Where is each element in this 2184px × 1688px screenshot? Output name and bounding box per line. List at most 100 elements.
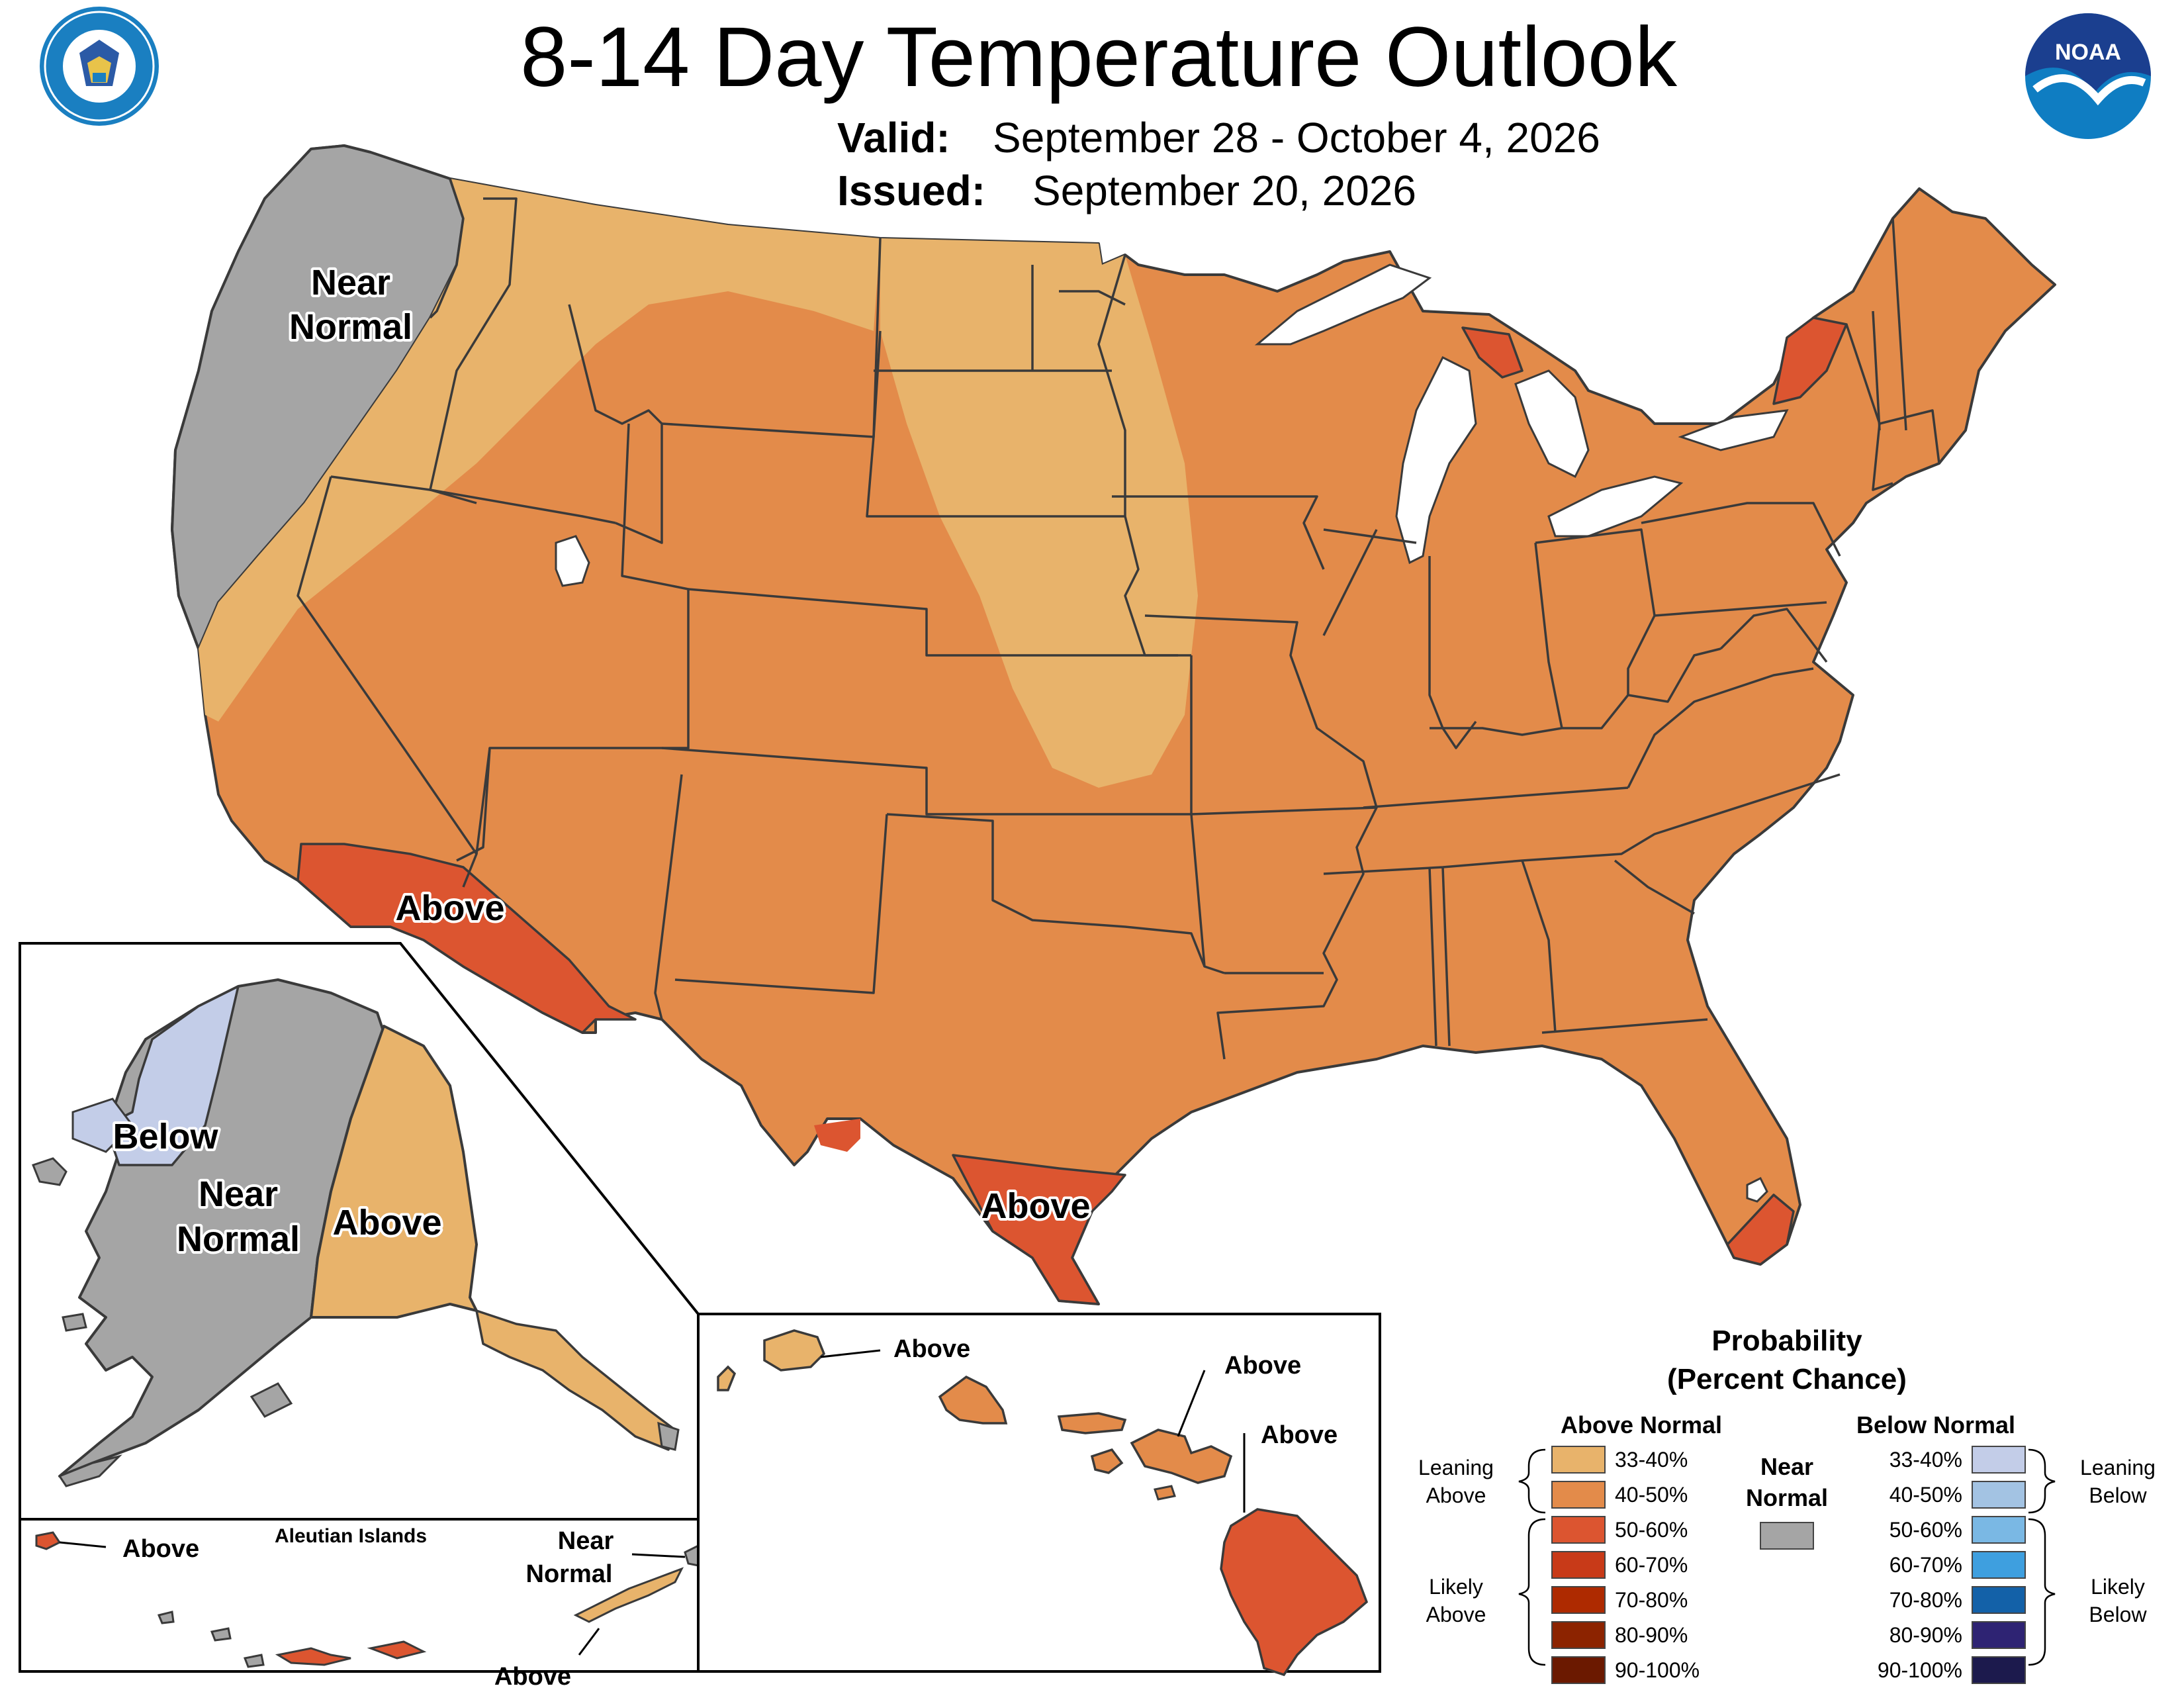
legend-above-swatch-3 bbox=[1551, 1551, 1606, 1579]
legend-above-swatch-4 bbox=[1551, 1586, 1606, 1614]
conus-map bbox=[171, 144, 2056, 1305]
alaska-below-region-west bbox=[71, 1098, 134, 1153]
legend-below-label-4: 70-80% bbox=[1889, 1588, 1962, 1612]
legend-below-swatch-3 bbox=[1972, 1551, 2026, 1579]
hawaii-maui-leader bbox=[1177, 1370, 1206, 1437]
alaska-above-label: Above bbox=[332, 1203, 441, 1243]
legend-above-label-5: 80-90% bbox=[1615, 1623, 1688, 1647]
lanai-island bbox=[1090, 1448, 1124, 1474]
legend-bracket-leaning-below bbox=[2028, 1448, 2056, 1514]
legend-below-label-2: 50-60% bbox=[1889, 1518, 1962, 1542]
conus-above-socal-label: Above bbox=[395, 888, 504, 928]
conus-above-33-40-region-west bbox=[199, 179, 880, 722]
alaska-near-normal-label-line1: Near bbox=[199, 1174, 278, 1214]
kahoolawe-island bbox=[1154, 1485, 1176, 1501]
conus-above-50-60-region-texas bbox=[952, 1154, 1126, 1305]
legend-likely-above-line2: Above bbox=[1426, 1603, 1486, 1626]
aleutian-islands-central bbox=[275, 1640, 427, 1666]
legend-below-swatch-2 bbox=[1972, 1516, 2026, 1544]
legend-below-header: Below Normal bbox=[1856, 1411, 2015, 1438]
alaska-below-label: Below bbox=[113, 1117, 218, 1156]
lake-okeechobee bbox=[1746, 1176, 1768, 1203]
aleutian-islands-dots bbox=[157, 1611, 265, 1668]
legend-likely-above-line1: Likely bbox=[1429, 1575, 1483, 1599]
great-lakes bbox=[1254, 263, 1789, 565]
conus-above-texas-label: Above bbox=[981, 1186, 1090, 1226]
aleutian-islands-east bbox=[573, 1567, 684, 1623]
hawaii-above-big-island-label: Above bbox=[1261, 1421, 1338, 1449]
legend-below-swatch-0 bbox=[1972, 1446, 2026, 1474]
legend-title-line2: (Percent Chance) bbox=[1667, 1363, 1907, 1395]
conus-above-50-60-region-socal bbox=[296, 843, 637, 1034]
legend-above-swatch-6 bbox=[1551, 1656, 1606, 1684]
aleutian-above-left-leader bbox=[59, 1541, 107, 1548]
legend-above-header: Above Normal bbox=[1561, 1411, 1722, 1438]
state-boundaries bbox=[296, 178, 1940, 1060]
aleutian-island-west bbox=[35, 1531, 62, 1550]
niihau-island bbox=[717, 1365, 737, 1391]
legend-above-label-6: 90-100% bbox=[1615, 1658, 1700, 1682]
legend-above-label-4: 70-80% bbox=[1615, 1588, 1688, 1612]
alaska-above-region bbox=[310, 1025, 478, 1319]
page-title: 8-14 Day Temperature Outlook bbox=[520, 10, 1678, 105]
hawaii-kauai-leader bbox=[820, 1349, 881, 1358]
aleutian-near-normal-label-line1: Near bbox=[558, 1527, 614, 1555]
alaska-panhandle-tip bbox=[657, 1421, 680, 1451]
big-island bbox=[1220, 1508, 1369, 1677]
nunivak-island bbox=[62, 1313, 87, 1332]
aleutian-above-bottom-label: Above bbox=[494, 1663, 571, 1688]
legend-title-line1: Probability bbox=[1711, 1325, 1862, 1357]
legend-above-label-1: 40-50% bbox=[1615, 1483, 1688, 1507]
legend-below-label-0: 33-40% bbox=[1889, 1448, 1962, 1472]
legend-below-rows: 33-40% 40-50% 50-60% 60-70% 70-80% 80-90% 90-1… bbox=[1878, 1446, 2026, 1684]
legend-above-swatch-0 bbox=[1551, 1446, 1606, 1474]
hawaii-inset bbox=[697, 1313, 1381, 1677]
alaska-below-region bbox=[105, 985, 240, 1166]
aleutian-islands-title: Aleutian Islands bbox=[275, 1525, 427, 1547]
legend-leaning-below-line1: Leaning bbox=[2080, 1456, 2156, 1479]
legend-above-label-2: 50-60% bbox=[1615, 1518, 1688, 1542]
alaska-inset bbox=[19, 942, 700, 1673]
commerce-seal-logo bbox=[40, 7, 159, 126]
conus-above-50-60-region-florida bbox=[1726, 1194, 1795, 1266]
st-lawrence-island bbox=[32, 1157, 68, 1186]
legend-above-swatch-1 bbox=[1551, 1481, 1606, 1509]
legend-bracket-leaning-above bbox=[1518, 1448, 1546, 1514]
great-salt-lake bbox=[555, 535, 590, 587]
legend-near-normal-swatch bbox=[1760, 1522, 1814, 1550]
aleutian-near-normal-label-line2: Normal bbox=[526, 1560, 613, 1588]
kauai-island bbox=[763, 1329, 826, 1372]
kodiak-island bbox=[250, 1382, 293, 1418]
legend-below-swatch-4 bbox=[1972, 1586, 2026, 1614]
aleutian-above-left-label: Above bbox=[122, 1535, 199, 1563]
legend-leaning-above-line1: Leaning bbox=[1418, 1456, 1494, 1479]
legend-below-label-6: 90-100% bbox=[1878, 1658, 1962, 1682]
alaska-near-normal-label-line2: Normal bbox=[177, 1219, 300, 1259]
aleutian-near-normal-leader bbox=[631, 1553, 686, 1558]
issued-date: September 20, 2026 bbox=[1032, 167, 1416, 214]
legend-above-rows: 33-40% 40-50% 50-60% 60-70% 70-80% 80-90% 90-1… bbox=[1551, 1446, 1700, 1684]
legend-above-swatch-5 bbox=[1551, 1621, 1606, 1649]
legend-above-swatch-2 bbox=[1551, 1516, 1606, 1544]
legend-bracket-likely-below bbox=[2028, 1518, 2056, 1666]
conus-above-50-60-region-ny bbox=[1772, 316, 1848, 405]
legend-leaning-below-line2: Below bbox=[2089, 1483, 2147, 1507]
valid-date-range: September 28 - October 4, 2026 bbox=[993, 114, 1600, 162]
alaska-peninsula bbox=[58, 1454, 122, 1487]
valid-label: Valid: bbox=[837, 114, 950, 162]
legend-likely-below-line1: Likely bbox=[2091, 1575, 2145, 1599]
legend-above-label-3: 60-70% bbox=[1615, 1553, 1688, 1577]
legend-leaning-above-line2: Above bbox=[1426, 1483, 1486, 1507]
noaa-logo: NOAA bbox=[2025, 13, 2151, 139]
legend-below-label-3: 60-70% bbox=[1889, 1553, 1962, 1577]
oahu-island bbox=[938, 1375, 1008, 1425]
legend-below-swatch-1 bbox=[1972, 1481, 2026, 1509]
conus-near-normal-label-line1: Near bbox=[311, 263, 390, 303]
aleutian-above-bottom-leader bbox=[578, 1628, 600, 1656]
legend-below-label-5: 80-90% bbox=[1889, 1623, 1962, 1647]
legend-bracket-likely-above bbox=[1518, 1518, 1546, 1666]
legend: Probability (Percent Chance) Above Norma… bbox=[1418, 1325, 2156, 1684]
conus-near-normal-label-line2: Normal bbox=[289, 307, 412, 347]
conus-above-50-60-region-bigbend bbox=[814, 1119, 860, 1152]
